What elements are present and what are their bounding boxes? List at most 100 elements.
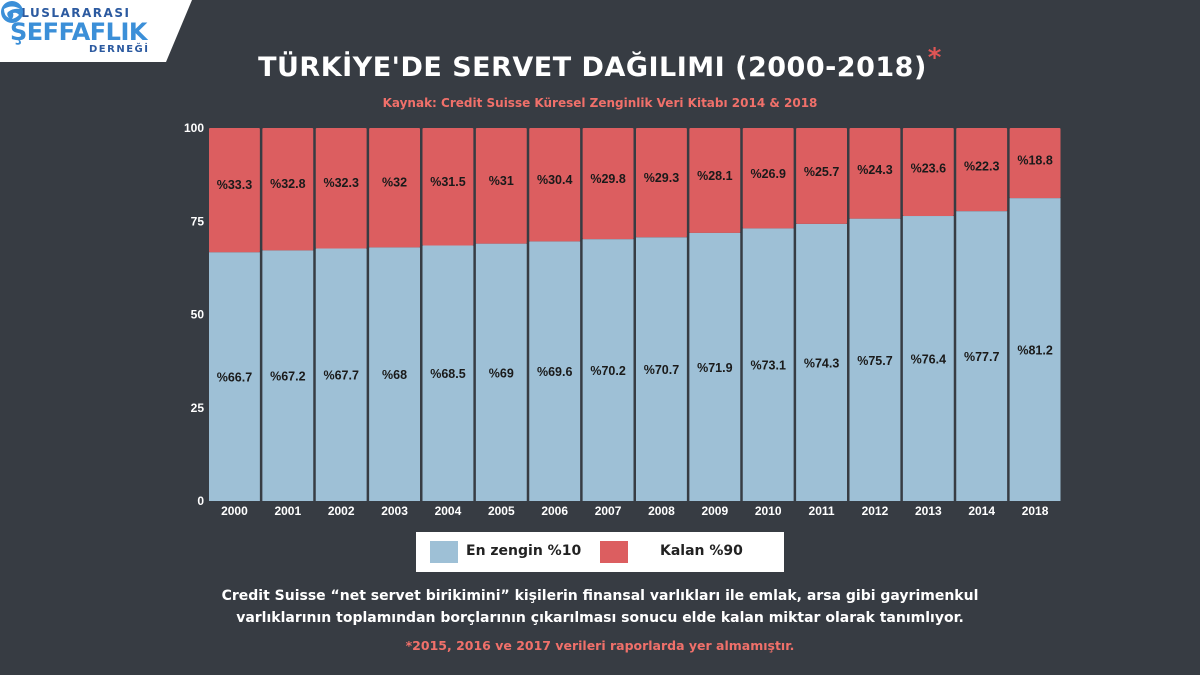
y-tick-label: 50: [191, 308, 205, 322]
legend-label-top10: En zengin %10: [466, 543, 582, 559]
bar-rest90: [956, 128, 1008, 212]
bar-top10: [796, 223, 847, 501]
bar-top10: [262, 250, 314, 501]
bar-rest90: [689, 128, 741, 233]
x-tick-label: 2007: [595, 504, 622, 518]
bar-top10: [1009, 198, 1061, 501]
chart-title: TÜRKİYE'DE SERVET DAĞILIMI (2000-2018)*: [0, 43, 1200, 83]
y-tick-label: 75: [191, 214, 205, 228]
x-tick-label: 2014: [968, 504, 995, 518]
bar-rest90: [1009, 128, 1061, 199]
bar-rest90: [315, 128, 367, 249]
y-tick-label: 0: [197, 494, 204, 508]
logo-line2: ŞEFFAFLIK: [10, 18, 148, 46]
footnote: *2015, 2016 ve 2017 verileri raporlarda …: [405, 638, 795, 653]
data-label-top10: %66.7: [217, 371, 252, 385]
bar-rest90: [262, 128, 314, 251]
y-tick-label: 100: [184, 121, 204, 135]
data-label-top10: %67.2: [270, 370, 305, 384]
logo: ULUSLARARASI ŞEFFAFLIK DERNEĞİ: [0, 0, 200, 62]
x-tick-label: 2009: [701, 504, 728, 518]
data-label-top10: %77.7: [964, 350, 999, 364]
data-label-rest90: %33.3: [217, 178, 252, 192]
x-tick-label: 2003: [381, 504, 408, 518]
x-tick-label: 2012: [862, 504, 889, 518]
y-tick-label: 25: [191, 401, 205, 415]
data-label-top10: %67.7: [323, 369, 358, 383]
data-label-rest90: %23.6: [911, 162, 946, 176]
bar-top10: [529, 241, 581, 501]
logo-line3: DERNEĞİ: [89, 44, 150, 55]
legend-swatch-rest90: [600, 541, 628, 563]
data-label-rest90: %31: [489, 174, 514, 188]
chart-source: Kaynak: Credit Suisse Küresel Zenginlik …: [382, 96, 818, 110]
bar-rest90: [636, 128, 687, 238]
definition-line1: Credit Suisse “net servet birikimini” ki…: [221, 588, 979, 604]
data-label-top10: %68.5: [430, 367, 465, 381]
bar-top10: [902, 216, 954, 501]
data-label-top10: %81.2: [1017, 344, 1052, 358]
bar-top10: [209, 252, 260, 501]
data-label-top10: %74.3: [804, 356, 839, 370]
x-tick-label: 2011: [809, 504, 835, 518]
data-label-top10: %70.2: [590, 364, 625, 378]
data-label-rest90: %32: [382, 176, 407, 190]
data-label-rest90: %32.3: [323, 176, 358, 190]
bar-top10: [742, 228, 794, 501]
data-label-top10: %70.7: [644, 363, 679, 377]
data-label-rest90: %31.5: [430, 175, 465, 189]
bar-rest90: [475, 128, 527, 244]
bar-top10: [582, 239, 634, 502]
x-tick-label: 2005: [488, 504, 515, 518]
stacked-bar-chart: 0 25 50 75 100 %66.7 %33.3 2000 %67.2 %32.8 2001 %6…: [184, 121, 1061, 518]
x-tick-label: 2001: [274, 504, 301, 518]
data-label-rest90: %24.3: [857, 163, 892, 177]
data-label-top10: %69: [489, 366, 514, 380]
bar-top10: [475, 243, 527, 501]
bar-rest90: [422, 128, 474, 246]
bar-rest90: [796, 128, 847, 224]
bar-top10: [422, 245, 474, 501]
data-label-rest90: %29.3: [644, 171, 679, 185]
legend: En zengin %10 Kalan %90: [416, 532, 784, 572]
data-label-rest90: %26.9: [750, 167, 785, 181]
data-label-top10: %71.9: [697, 361, 732, 375]
globe-icon: [1, 1, 23, 23]
logo-line1: ULUSLARARASI: [10, 6, 131, 20]
bar-top10: [956, 211, 1008, 501]
bar-rest90: [582, 128, 634, 240]
data-label-top10: %76.4: [911, 353, 946, 367]
bar-rest90: [849, 128, 901, 219]
x-tick-label: 2018: [1022, 504, 1049, 518]
definition-note: Credit Suisse “net servet birikimini” ki…: [0, 585, 1200, 629]
bar-rest90: [369, 128, 420, 248]
bar-rest90: [902, 128, 954, 217]
data-label-rest90: %28.1: [697, 169, 732, 183]
x-tick-label: 2013: [915, 504, 942, 518]
x-tick-label: 2010: [755, 504, 782, 518]
data-label-rest90: %22.3: [964, 159, 999, 173]
data-label-top10: %69.6: [537, 365, 572, 379]
bar-top10: [315, 248, 367, 501]
data-label-rest90: %18.8: [1017, 154, 1052, 168]
x-tick-label: 2002: [328, 504, 355, 518]
data-label-rest90: %30.4: [537, 173, 572, 187]
x-tick-label: 2000: [221, 504, 248, 518]
x-tick-label: 2006: [541, 504, 568, 518]
bar-rest90: [209, 128, 260, 253]
bar-top10: [849, 218, 901, 501]
data-label-rest90: %29.8: [590, 172, 625, 186]
logo-background: [0, 0, 192, 62]
bar-rest90: [742, 128, 794, 229]
bar-top10: [636, 237, 687, 501]
x-tick-label: 2004: [435, 504, 462, 518]
bar-top10: [369, 247, 420, 501]
x-tick-label: 2008: [648, 504, 675, 518]
chart-title-text: TÜRKİYE'DE SERVET DAĞILIMI (2000-2018): [258, 52, 927, 83]
data-label-top10: %68: [382, 368, 407, 382]
legend-swatch-top10: [430, 541, 458, 563]
data-label-top10: %73.1: [750, 359, 785, 373]
legend-label-rest90: Kalan %90: [660, 543, 743, 559]
data-label-rest90: %25.7: [804, 165, 839, 179]
data-label-top10: %75.7: [857, 354, 892, 368]
